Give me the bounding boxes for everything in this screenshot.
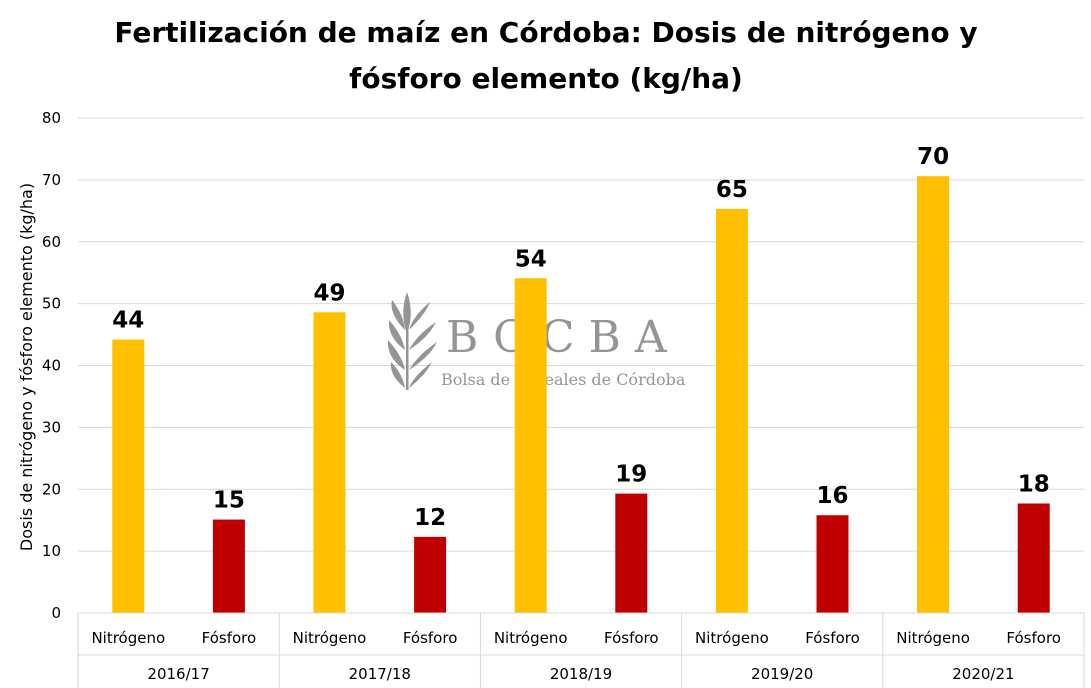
bar-2017-18-fosforo — [414, 536, 447, 613]
bar-2020-21-fosforo — [1017, 503, 1050, 613]
bar-2017-18-nitrogeno — [313, 312, 346, 613]
chart-title-line-2: fósforo elemento (kg/ha) — [349, 62, 743, 95]
watermark-subtitle: Bolsa de Cereales de Córdoba — [441, 370, 686, 389]
bar-2016-17-nitrogeno — [112, 339, 145, 613]
x-category-label: Fósforo — [202, 629, 257, 647]
bar-2019-20-fosforo — [816, 515, 849, 613]
gridlines — [78, 117, 1084, 552]
x-group-label: 2018/19 — [550, 665, 612, 683]
y-tick-label: 30 — [42, 418, 61, 436]
bars — [112, 176, 1050, 614]
y-tick-label: 70 — [42, 171, 61, 189]
x-category-label: Fósforo — [403, 629, 458, 647]
data-label: 18 — [1018, 471, 1050, 497]
x-group-label: 2020/21 — [952, 665, 1014, 683]
bar-2020-21-nitrogeno — [917, 176, 950, 613]
y-axis-label: Dosis de nitrógeno y fósforo elemento (k… — [17, 183, 36, 551]
bar-2018-19-fosforo — [615, 493, 648, 613]
x-category-label: Nitrógeno — [91, 629, 165, 647]
x-group-label: 2017/18 — [349, 665, 411, 683]
x-category-label: Fósforo — [1006, 629, 1061, 647]
y-tick-label: 60 — [42, 233, 61, 251]
bar-2018-19-nitrogeno — [514, 278, 547, 613]
x-category-label: Nitrógeno — [896, 629, 970, 647]
data-label: 49 — [313, 280, 345, 306]
chart-title-line-1: Fertilización de maíz en Córdoba: Dosis … — [114, 16, 977, 49]
data-label: 70 — [917, 144, 949, 170]
data-label: 19 — [615, 462, 647, 488]
x-category-label: Nitrógeno — [293, 629, 367, 647]
x-axis: Nitrógeno Fósforo 2016/17 Nitrógeno Fósforo 2… — [77, 612, 1085, 688]
y-axis-ticks: 0 10 20 30 40 50 60 70 80 — [42, 109, 61, 622]
y-tick-label: 80 — [42, 109, 61, 127]
data-labels: 44 15 49 12 54 19 65 16 70 18 — [112, 144, 1049, 531]
x-group-label: 2019/20 — [751, 665, 813, 683]
data-label: 15 — [213, 488, 245, 514]
x-category-label: Nitrógeno — [494, 629, 568, 647]
bccba-watermark: BCCBA Bolsa de Cereales de Córdoba — [387, 292, 686, 390]
bar-2016-17-fosforo — [212, 519, 245, 613]
y-tick-label: 10 — [42, 542, 61, 560]
x-category-label: Fósforo — [805, 629, 860, 647]
data-label: 12 — [414, 505, 446, 531]
data-label: 16 — [816, 483, 848, 509]
y-tick-label: 40 — [42, 357, 61, 375]
data-label: 65 — [716, 177, 748, 203]
y-tick-label: 50 — [42, 295, 61, 313]
bar-2019-20-nitrogeno — [715, 208, 748, 614]
x-category-label: Fósforo — [604, 629, 659, 647]
data-label: 54 — [515, 246, 547, 272]
watermark-letters: BCCBA — [446, 312, 681, 363]
data-label: 44 — [112, 308, 144, 334]
y-tick-label: 20 — [42, 480, 61, 498]
y-tick-label: 0 — [51, 604, 61, 622]
x-group-label: 2016/17 — [147, 665, 209, 683]
x-category-label: Nitrógeno — [695, 629, 769, 647]
wheat-logo-icon — [387, 292, 437, 390]
